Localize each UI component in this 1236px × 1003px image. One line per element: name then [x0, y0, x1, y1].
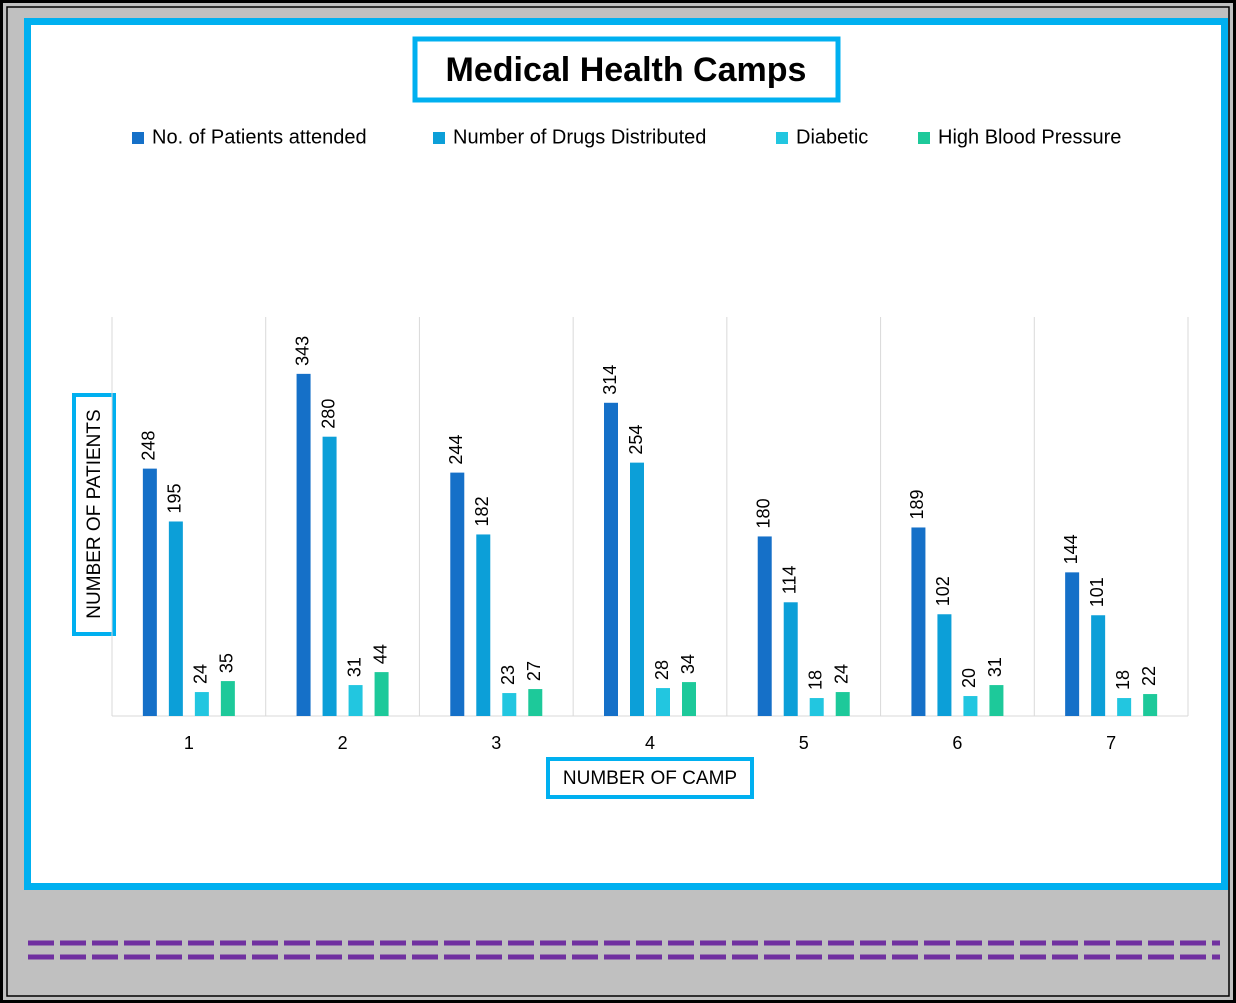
bar [296, 373, 311, 716]
bar [757, 536, 772, 716]
x-tick-label: 2 [338, 733, 348, 753]
bar [1117, 698, 1132, 716]
bar [1143, 694, 1158, 716]
bar [1091, 615, 1106, 716]
data-label: 343 [292, 336, 312, 366]
bar [783, 602, 798, 716]
data-label: 244 [446, 435, 466, 465]
x-label-box [546, 757, 754, 799]
data-label: 34 [678, 654, 698, 674]
bar [937, 614, 952, 716]
bar [348, 685, 363, 716]
data-label: 18 [805, 670, 825, 690]
bar [911, 527, 926, 716]
legend-label: No. of Patients attended [152, 126, 367, 148]
data-label: 280 [318, 399, 338, 429]
bar [682, 682, 696, 716]
y-label-box [72, 393, 116, 636]
bar [809, 698, 824, 716]
x-tick-label: 1 [184, 733, 194, 753]
legend-label: Number of Drugs Distributed [453, 126, 706, 148]
data-label: 248 [139, 431, 159, 461]
bar [528, 689, 543, 716]
data-label: 114 [779, 566, 799, 595]
data-label: 101 [1087, 577, 1107, 607]
legend-swatch [918, 132, 930, 144]
data-label: 180 [753, 498, 773, 528]
data-label: 35 [217, 653, 237, 673]
data-label: 28 [652, 660, 672, 680]
legend-label: High Blood Pressure [938, 126, 1121, 148]
bar [476, 534, 491, 716]
bar [374, 672, 389, 716]
bar [502, 693, 517, 716]
bar [194, 692, 209, 716]
data-label: 182 [472, 496, 492, 526]
bar [963, 696, 978, 716]
data-label: 23 [498, 665, 518, 685]
data-label: 189 [907, 489, 927, 519]
x-tick-label: 4 [645, 733, 655, 753]
chart-title: Medical Health Camps [446, 51, 807, 89]
y-axis-title: NUMBER OF PATIENTS [84, 409, 105, 618]
legend-swatch [132, 132, 144, 144]
bar [142, 468, 157, 716]
bar [450, 472, 465, 716]
outer-border-inner [6, 6, 1230, 997]
bar [604, 402, 618, 716]
bar [835, 692, 850, 716]
bar [322, 436, 337, 716]
data-label: 44 [370, 644, 390, 664]
data-label: 254 [626, 425, 646, 455]
bar [168, 521, 183, 716]
legend-swatch [433, 132, 445, 144]
bar [220, 681, 235, 716]
bar [989, 685, 1004, 716]
data-label: 24 [831, 664, 851, 684]
bar [630, 462, 644, 716]
chart-panel [24, 18, 1228, 890]
data-label: 31 [344, 657, 364, 677]
bar [1065, 572, 1080, 716]
x-axis-title: NUMBER OF CAMP [563, 768, 737, 789]
data-label: 314 [600, 365, 620, 395]
data-label: 144 [1061, 534, 1081, 564]
data-label: 195 [165, 483, 185, 513]
legend-swatch [776, 132, 788, 144]
data-label: 27 [524, 661, 544, 681]
x-tick-label: 7 [1106, 733, 1116, 753]
bar [656, 688, 670, 716]
data-label: 22 [1139, 666, 1159, 686]
title-box [412, 36, 841, 103]
x-tick-label: 3 [491, 733, 501, 753]
x-tick-label: 5 [799, 733, 809, 753]
data-label: 18 [1113, 670, 1133, 690]
data-label: 24 [191, 664, 211, 684]
data-label: 102 [933, 576, 953, 606]
data-label: 31 [985, 657, 1005, 677]
x-tick-label: 6 [952, 733, 962, 753]
data-label: 20 [959, 668, 979, 688]
legend-label: Diabetic [796, 126, 868, 148]
